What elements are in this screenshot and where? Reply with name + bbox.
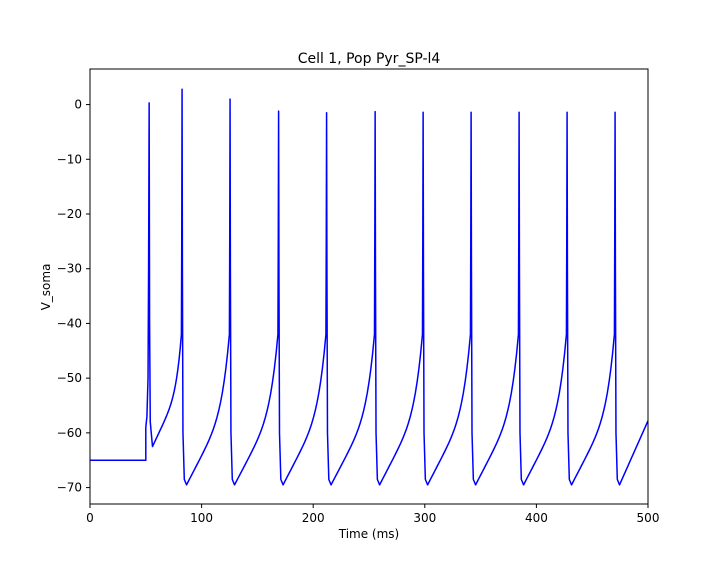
x-tick-label: 500 <box>637 511 660 525</box>
y-tick-label: −70 <box>57 481 82 495</box>
y-tick-label: −60 <box>57 426 82 440</box>
y-axis-label: V_soma <box>39 264 53 311</box>
y-tick-label: −10 <box>57 152 82 166</box>
y-tick-label: 0 <box>74 98 82 112</box>
x-tick-label: 400 <box>525 511 548 525</box>
x-tick-label: 100 <box>190 511 213 525</box>
y-tick-label: −30 <box>57 262 82 276</box>
x-axis: 0 100 200 300 400 500 <box>86 504 659 525</box>
x-tick-label: 0 <box>86 511 94 525</box>
chart-title: Cell 1, Pop Pyr_SP-l4 <box>298 51 441 67</box>
x-tick-label: 200 <box>302 511 325 525</box>
x-tick-label: 300 <box>413 511 436 525</box>
x-axis-label: Time (ms) <box>338 527 400 541</box>
voltage-trace-line <box>90 88 648 486</box>
y-tick-label: −20 <box>57 207 82 221</box>
y-tick-label: −50 <box>57 371 82 385</box>
y-tick-label: −40 <box>57 316 82 330</box>
plot-frame <box>89 68 649 505</box>
y-axis: 0 −10 −20 −30 −40 −50 −60 −70 <box>57 98 90 495</box>
